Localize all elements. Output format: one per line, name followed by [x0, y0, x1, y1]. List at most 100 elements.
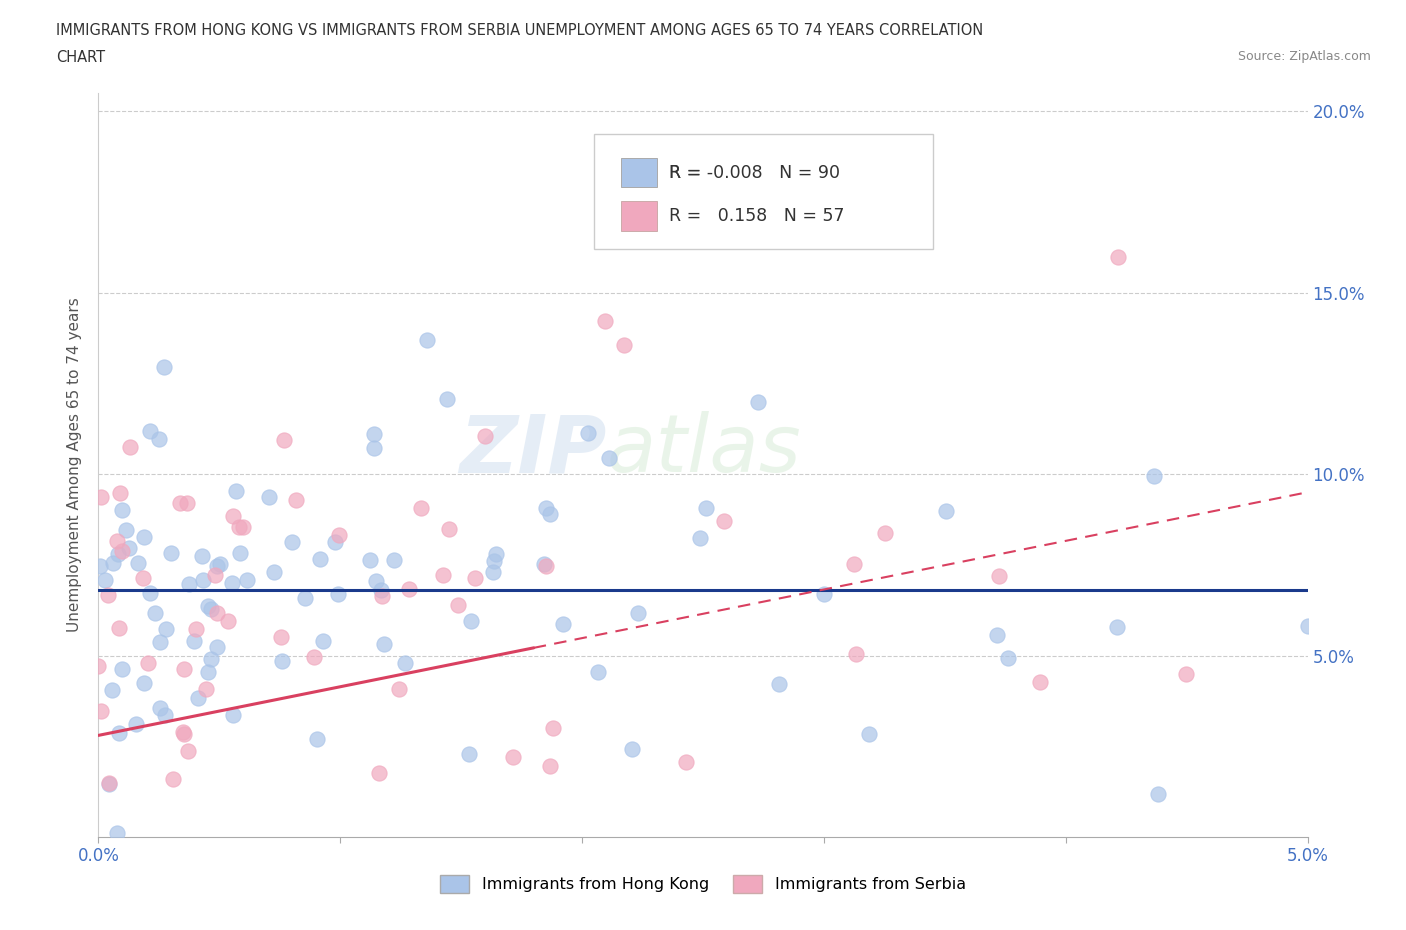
Point — [689, 531, 711, 546]
Point — [197, 664, 219, 679]
Point — [205, 605, 228, 620]
Point — [162, 772, 184, 787]
Point — [534, 500, 557, 515]
Point — [90, 704, 112, 719]
Point — [411, 500, 433, 515]
Point — [370, 582, 392, 597]
Point — [200, 651, 222, 666]
Point — [502, 750, 524, 764]
Point — [382, 552, 405, 567]
Point — [388, 682, 411, 697]
Point — [259, 489, 281, 504]
Point — [177, 576, 200, 591]
Point — [305, 731, 328, 746]
Point — [813, 587, 835, 602]
Y-axis label: Unemployment Among Ages 65 to 74 years: Unemployment Among Ages 65 to 74 years — [67, 298, 83, 632]
Point — [207, 559, 229, 574]
Point — [482, 565, 505, 579]
Point — [366, 574, 388, 589]
Point — [98, 776, 121, 790]
Point — [1107, 619, 1129, 634]
Point — [89, 559, 111, 574]
Bar — [621, 158, 657, 188]
Point — [87, 658, 110, 673]
Point — [221, 576, 243, 591]
Point — [169, 495, 191, 510]
Point — [768, 676, 790, 691]
Point — [858, 726, 880, 741]
Point — [538, 507, 561, 522]
Point — [1143, 469, 1166, 484]
Point — [842, 556, 865, 571]
Point — [107, 725, 129, 740]
Point — [437, 521, 460, 536]
Point — [191, 572, 214, 587]
Point — [134, 675, 156, 690]
Point — [97, 588, 120, 603]
Text: ZIP: ZIP — [458, 411, 606, 489]
Point — [326, 586, 349, 601]
Point — [221, 708, 243, 723]
Point — [363, 427, 385, 442]
Point — [328, 527, 350, 542]
Point — [111, 543, 134, 558]
Point — [875, 525, 897, 540]
Point — [371, 589, 394, 604]
Point — [191, 549, 214, 564]
Point — [118, 541, 141, 556]
Point — [101, 683, 124, 698]
Point — [143, 606, 166, 621]
Point — [148, 432, 170, 446]
Point — [695, 500, 717, 515]
Point — [118, 439, 141, 454]
Point — [138, 423, 160, 438]
Point — [359, 552, 381, 567]
Point — [398, 581, 420, 596]
Point — [294, 591, 316, 605]
Point — [482, 553, 505, 568]
Point — [1107, 250, 1129, 265]
Point — [101, 555, 124, 570]
Point — [285, 492, 308, 507]
Point — [153, 360, 176, 375]
Point — [367, 766, 389, 781]
Point — [373, 637, 395, 652]
Point — [105, 533, 128, 548]
Point — [98, 777, 121, 791]
Point — [155, 707, 177, 722]
Point — [173, 661, 195, 676]
Point — [221, 508, 243, 523]
FancyBboxPatch shape — [595, 134, 932, 249]
Point — [464, 570, 486, 585]
Point — [273, 432, 295, 447]
Point — [538, 759, 561, 774]
Point — [447, 597, 470, 612]
Point — [534, 559, 557, 574]
Point — [553, 617, 575, 631]
Point — [363, 440, 385, 455]
Point — [1174, 667, 1197, 682]
Point — [312, 633, 335, 648]
Point — [935, 504, 957, 519]
Point — [713, 513, 735, 528]
Text: R =   0.158   N = 57: R = 0.158 N = 57 — [669, 206, 845, 225]
Point — [1146, 787, 1168, 802]
Point — [576, 426, 599, 441]
Point — [207, 640, 229, 655]
Point — [124, 716, 146, 731]
Point — [155, 622, 177, 637]
Point — [593, 313, 616, 328]
Point — [115, 523, 138, 538]
Point — [107, 547, 129, 562]
Point — [232, 519, 254, 534]
Point — [204, 567, 226, 582]
Point — [217, 614, 239, 629]
Point — [159, 546, 181, 561]
Point — [187, 690, 209, 705]
Point — [271, 654, 294, 669]
Text: CHART: CHART — [56, 50, 105, 65]
Point — [228, 520, 250, 535]
Point — [136, 656, 159, 671]
Point — [460, 614, 482, 629]
Point — [1028, 675, 1050, 690]
